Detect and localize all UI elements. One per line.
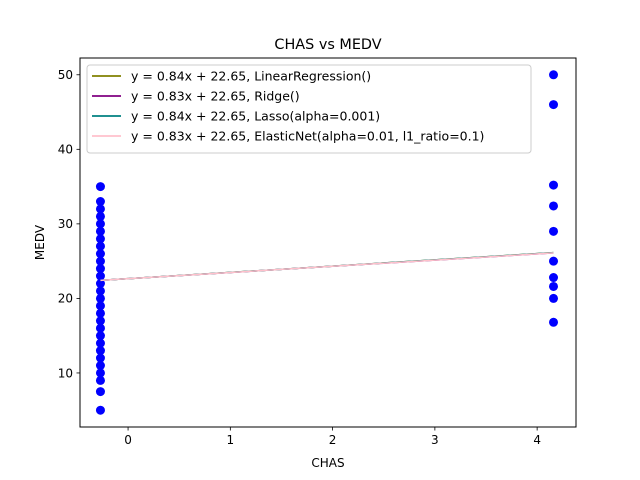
chart-title: CHAS vs MEDV	[274, 37, 381, 53]
scatter-point-27	[95, 405, 105, 415]
scatter-point-3	[95, 211, 105, 221]
y-tick-label-50: 50	[58, 68, 73, 82]
scatter-point-32	[549, 226, 559, 236]
scatter-point-26	[95, 387, 105, 397]
plot-frame	[79, 57, 577, 428]
y-tick-label-30: 30	[58, 217, 73, 231]
x-axis-label: CHAS	[311, 456, 344, 470]
scatter-point-23	[95, 361, 105, 370]
scatter-point-5	[95, 226, 105, 236]
y-tick-label-20: 20	[58, 292, 73, 306]
scatter-point-10	[95, 264, 105, 274]
scatter-point-13	[95, 286, 105, 296]
y-axis: 10 20 30 40 50	[58, 68, 80, 380]
x-axis: 0 1 2 3 4	[124, 427, 541, 447]
scatter-point-9	[95, 256, 105, 266]
scatter-point-35	[549, 281, 559, 291]
scatter-point-20	[95, 338, 105, 348]
legend-entry-2: y = 0.84x + 22.65, Lasso(alpha=0.001)	[131, 109, 380, 124]
scatter-point-25	[95, 375, 105, 385]
legend-entry-0: y = 0.84x + 22.65, LinearRegression()	[131, 69, 371, 84]
scatter-point-18	[95, 323, 105, 333]
scatter-point-8	[95, 249, 105, 259]
scatter-point-12	[95, 279, 105, 288]
scatter-point-7	[95, 241, 105, 251]
x-tick-label-2: 2	[329, 433, 337, 447]
scatter-point-33	[549, 256, 559, 266]
scatter-point-16	[95, 308, 105, 318]
scatter-point-19	[95, 331, 105, 341]
scatter-point-29	[549, 100, 559, 110]
scatter-point-22	[95, 353, 105, 363]
scatter-point-31	[549, 201, 559, 211]
scatter-point-28	[549, 70, 559, 80]
legend-entry-1: y = 0.83x + 22.65, Ridge()	[131, 89, 300, 104]
scatter-point-0	[95, 182, 105, 192]
x-tick-label-4: 4	[533, 433, 541, 447]
x-tick-label-0: 0	[124, 433, 132, 447]
scatter-point-2	[95, 204, 105, 214]
scatter-point-17	[95, 316, 105, 326]
scatter-point-21	[95, 346, 105, 356]
legend: y = 0.84x + 22.65, LinearRegression() y =…	[86, 64, 532, 154]
y-axis-label: MEDV	[33, 224, 47, 260]
scatter-point-6	[95, 234, 105, 244]
x-tick-label-3: 3	[431, 433, 439, 447]
plot-area	[95, 70, 559, 415]
y-tick-label-10: 10	[58, 366, 73, 380]
regression-line-3	[100, 252, 554, 282]
scatter-point-14	[95, 293, 105, 303]
scatter-point-11	[95, 271, 105, 281]
scatter-point-15	[95, 301, 105, 311]
legend-entry-3: y = 0.83x + 22.65, ElasticNet(alpha=0.01…	[131, 129, 484, 144]
y-tick-label-40: 40	[58, 143, 73, 157]
x-tick-label-1: 1	[227, 433, 235, 447]
scatter-point-30	[549, 180, 559, 190]
scatter-point-36	[549, 293, 559, 303]
legend-box	[86, 64, 532, 154]
scatter-point-34	[549, 273, 559, 283]
scatter-point-1	[95, 197, 105, 206]
scatter-point-4	[95, 219, 105, 229]
scatter-point-24	[95, 368, 105, 378]
scatter-point-37	[549, 317, 559, 327]
